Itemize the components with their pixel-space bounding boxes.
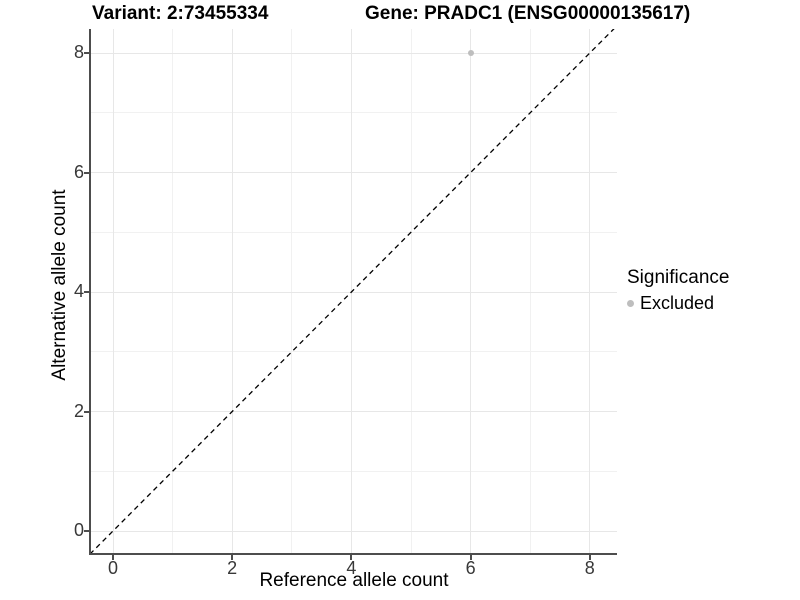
x-tick-mark	[469, 555, 472, 560]
legend-item-excluded: Excluded	[627, 293, 729, 314]
y-major-gridline	[91, 411, 617, 412]
x-tick-label: 6	[465, 558, 476, 578]
x-axis-line	[89, 553, 617, 555]
x-tick-label: 4	[346, 558, 357, 578]
x-tick-mark	[350, 555, 353, 560]
y-tick-label: 2	[73, 400, 84, 421]
identity-dashed-line	[91, 29, 615, 553]
y-tick-mark	[84, 291, 89, 293]
x-tick-mark	[231, 555, 234, 560]
y-tick-mark	[84, 410, 89, 413]
y-minor-gridline	[91, 470, 617, 472]
plot-title-variant: Variant: 2:73455334	[92, 3, 269, 24]
x-minor-gridline	[410, 29, 412, 553]
x-axis-title: Reference allele count	[259, 570, 449, 591]
legend: Significance Excluded	[627, 267, 729, 314]
x-tick-mark	[112, 555, 114, 560]
y-tick-mark	[84, 530, 89, 532]
x-tick-label: 0	[107, 558, 118, 578]
x-minor-gridline	[291, 29, 293, 553]
x-major-gridline	[470, 29, 472, 553]
x-minor-gridline	[529, 29, 531, 553]
x-tick-label: 2	[227, 558, 238, 578]
plot-title-gene: Gene: PRADC1 (ENSG00000135617)	[365, 3, 691, 24]
y-minor-gridline	[91, 351, 617, 353]
data-point	[467, 50, 474, 56]
x-major-gridline	[231, 29, 233, 553]
y-major-gridline	[91, 291, 617, 293]
x-major-gridline	[589, 29, 591, 553]
y-tick-label: 4	[73, 281, 84, 301]
legend-key-dot	[627, 300, 634, 307]
x-major-gridline	[350, 29, 352, 553]
y-axis-line	[89, 29, 91, 555]
x-tick-label: 8	[584, 558, 595, 578]
y-tick-label: 6	[73, 161, 84, 182]
y-major-gridline	[91, 172, 617, 173]
y-tick-mark	[84, 171, 89, 174]
plot-panel	[91, 29, 617, 553]
y-minor-gridline	[91, 112, 617, 114]
y-tick-label: 0	[73, 520, 84, 540]
legend-title: Significance	[627, 267, 730, 288]
x-minor-gridline	[172, 29, 174, 553]
y-tick-label: 8	[73, 42, 84, 62]
x-major-gridline	[112, 29, 114, 553]
y-major-gridline	[91, 530, 617, 532]
legend-item-label: Excluded	[640, 293, 715, 313]
y-tick-mark	[84, 52, 89, 54]
y-major-gridline	[91, 52, 617, 54]
y-minor-gridline	[91, 231, 617, 233]
x-tick-mark	[588, 555, 591, 560]
